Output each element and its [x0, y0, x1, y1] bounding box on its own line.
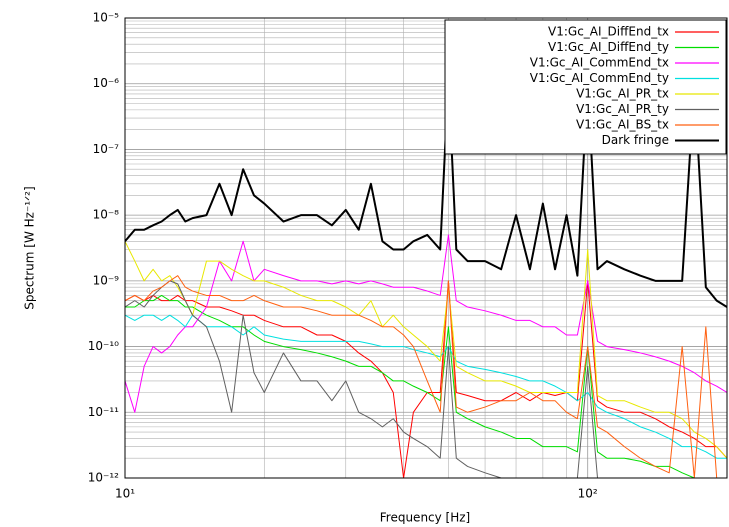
y-tick-label: 10⁻¹¹	[88, 405, 119, 419]
legend-label: V1:Gc_AI_DiffEnd_ty	[548, 40, 669, 54]
y-tick-label: 10⁻⁸	[93, 208, 120, 222]
series-line	[125, 294, 727, 478]
plot-frame	[124, 17, 728, 479]
legend-label: V1:Gc_AI_DiffEnd_tx	[548, 25, 669, 39]
legend-box	[444, 19, 727, 155]
series-line	[125, 77, 727, 308]
plot-area	[125, 77, 727, 478]
y-tick-label: 10⁻⁹	[93, 273, 120, 287]
y-tick-label: 10⁻⁶	[93, 76, 120, 90]
y-axis-label: Spectrum [W Hz⁻¹ᐟ²]	[23, 186, 37, 309]
legend-label: V1:Gc_AI_PR_tx	[576, 87, 669, 101]
legend-label: V1:Gc_AI_BS_tx	[576, 118, 669, 132]
series-line	[125, 275, 727, 478]
legend-label: V1:Gc_AI_CommEnd_ty	[530, 71, 669, 85]
x-axis-label: Frequency [Hz]	[380, 511, 471, 525]
x-tick-label: 10¹	[115, 487, 135, 501]
y-tick-label: 10⁻⁵	[93, 11, 120, 25]
legend-label: V1:Gc_AI_CommEnd_tx	[530, 56, 669, 70]
series-line	[125, 314, 727, 459]
series-line	[125, 280, 727, 478]
legend-label: Dark fringe	[602, 133, 669, 147]
y-tick-label: 10⁻¹²	[88, 471, 119, 485]
y-tick-label: 10⁻¹⁰	[88, 339, 119, 353]
legend-label: V1:Gc_AI_PR_ty	[576, 102, 669, 116]
series-line	[125, 280, 727, 478]
series-line	[125, 241, 727, 459]
y-tick-label: 10⁻⁷	[93, 142, 120, 156]
x-tick-label: 10²	[578, 487, 598, 501]
series-line	[125, 234, 727, 413]
